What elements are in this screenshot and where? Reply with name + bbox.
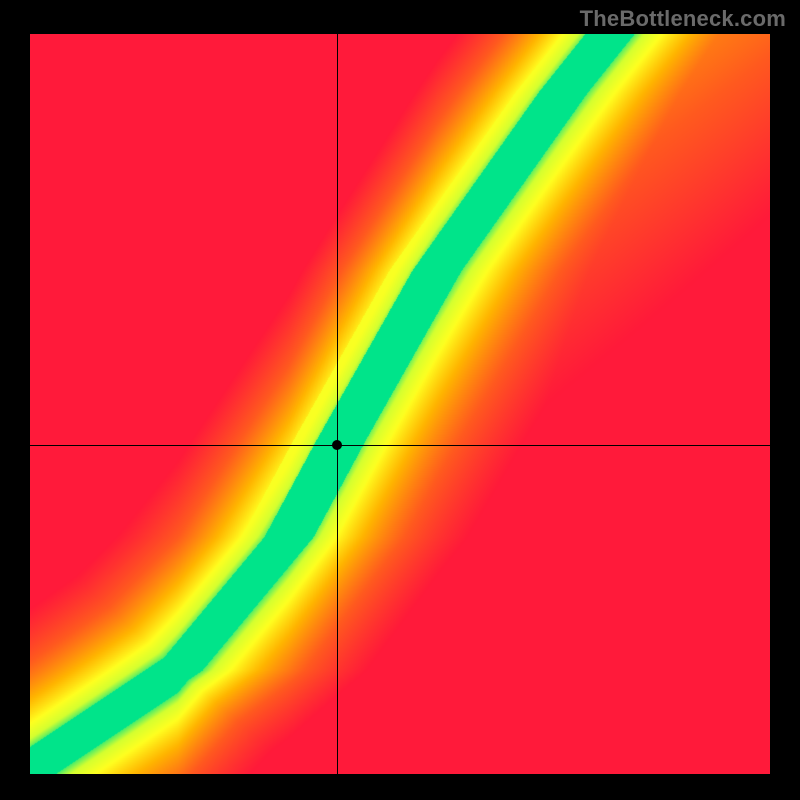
crosshair-vertical bbox=[337, 34, 338, 774]
app-root: TheBottleneck.com bbox=[0, 0, 800, 800]
bottleneck-heatmap bbox=[30, 34, 770, 774]
watermark-text: TheBottleneck.com bbox=[580, 6, 786, 32]
crosshair-horizontal bbox=[30, 445, 770, 446]
chart-area bbox=[30, 34, 770, 774]
selection-marker bbox=[332, 440, 342, 450]
